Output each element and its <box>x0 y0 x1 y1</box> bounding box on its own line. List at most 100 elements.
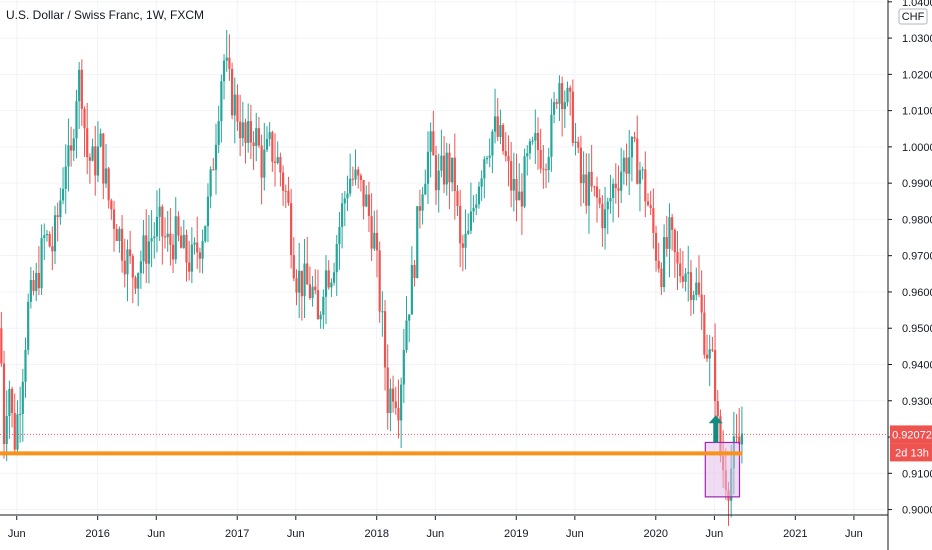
candle-body <box>555 102 558 104</box>
candle-body <box>585 174 588 206</box>
y-tick-label: 0.99000 <box>902 178 932 190</box>
candle-body <box>16 414 19 450</box>
candle-body <box>383 311 387 368</box>
candle-body <box>451 157 454 183</box>
x-tick-label: 2019 <box>504 528 528 540</box>
candle-body <box>365 194 368 207</box>
time-axis[interactable]: Jun 2016 Jun 2017 Jun 2018 Jun 2019 Jun 2020 Jun 20… <box>0 514 888 540</box>
candle-body <box>510 161 513 191</box>
candle-body <box>78 69 81 102</box>
candle-body <box>120 228 124 261</box>
candle-body <box>196 242 199 253</box>
candle-body <box>563 102 566 110</box>
candle-body <box>83 108 86 129</box>
candle-body <box>314 286 317 291</box>
candle-body <box>357 169 360 176</box>
candle-body <box>566 87 569 103</box>
candle-body <box>442 155 446 185</box>
candle-body <box>276 157 279 163</box>
candle-body <box>169 233 172 245</box>
candle-body <box>32 280 35 291</box>
candle-body <box>230 68 234 116</box>
candle-body <box>550 114 553 157</box>
candle-body <box>241 122 244 139</box>
candle-body <box>123 260 126 275</box>
candle-body <box>67 145 70 167</box>
candle-body <box>21 381 24 414</box>
candle-body <box>198 252 202 259</box>
x-tick-label: Jun <box>287 528 305 540</box>
candle-body <box>249 121 252 143</box>
candle-body <box>625 157 628 174</box>
candle-body <box>657 260 660 269</box>
candle-body <box>185 234 188 263</box>
y-tick-label: 1.00000 <box>902 142 932 154</box>
candle-body <box>311 286 314 298</box>
candle-body <box>445 152 448 185</box>
candle-body <box>614 183 617 189</box>
candle-body <box>502 124 505 152</box>
candle-body <box>386 367 389 414</box>
candle-body <box>147 241 151 264</box>
candle-body <box>112 209 116 229</box>
y-tick-label: 0.98000 <box>902 214 932 226</box>
candle-body <box>319 314 322 320</box>
candle-body <box>475 204 478 208</box>
candle-body <box>260 145 263 178</box>
candle-body <box>217 121 220 145</box>
candle-body <box>740 433 744 445</box>
candle-body <box>705 354 709 359</box>
candle-body <box>290 203 293 256</box>
x-tick-label: Jun <box>147 528 165 540</box>
candle-body <box>142 235 145 262</box>
candle-body <box>480 178 483 187</box>
candle-body <box>606 201 609 210</box>
candle-body <box>491 131 494 156</box>
candle-body <box>64 166 67 189</box>
candle-body <box>163 236 167 238</box>
y-tick-label: 0.93000 <box>902 396 932 408</box>
candle-body <box>400 384 403 421</box>
candle-body <box>107 168 110 201</box>
candle-body <box>252 142 255 146</box>
x-tick-label: 2017 <box>225 528 249 540</box>
candle-body <box>459 205 462 244</box>
candle-body <box>381 311 384 313</box>
candle-body <box>335 244 338 273</box>
candle-body <box>373 232 376 249</box>
candle-body <box>271 132 274 162</box>
candle-body <box>633 136 636 139</box>
candle-body <box>528 141 532 154</box>
candle-body <box>244 122 247 143</box>
candle-body <box>485 157 489 160</box>
candle-body <box>70 145 73 151</box>
candle-body <box>35 272 38 291</box>
candle-body <box>587 171 591 206</box>
candle-body <box>410 265 413 315</box>
candle-body <box>174 216 177 260</box>
x-tick-label: 2020 <box>644 528 668 540</box>
candle-body <box>448 152 451 183</box>
candle-body <box>367 194 371 217</box>
candle-body <box>703 312 706 355</box>
candle-body <box>59 200 62 218</box>
candle-body <box>295 278 298 293</box>
candle-body <box>620 171 623 191</box>
candle-body <box>115 228 118 242</box>
price-axis[interactable]: 1.04000 1.03000 1.02000 1.01000 1.00000 0.990… <box>887 0 932 550</box>
candle-body <box>161 206 164 237</box>
candle-body <box>654 232 658 261</box>
x-tick-label: Jun <box>706 528 724 540</box>
candle-body <box>649 205 652 209</box>
candle-body <box>518 191 521 201</box>
candle-body <box>225 57 228 61</box>
y-tick-label: 0.94000 <box>902 359 932 371</box>
candle-body <box>53 215 57 252</box>
candle-body <box>316 290 320 320</box>
candle-body <box>281 172 285 191</box>
y-tick-label: 0.91000 <box>902 468 932 480</box>
candle-body <box>402 349 405 385</box>
candle-body <box>378 250 381 312</box>
